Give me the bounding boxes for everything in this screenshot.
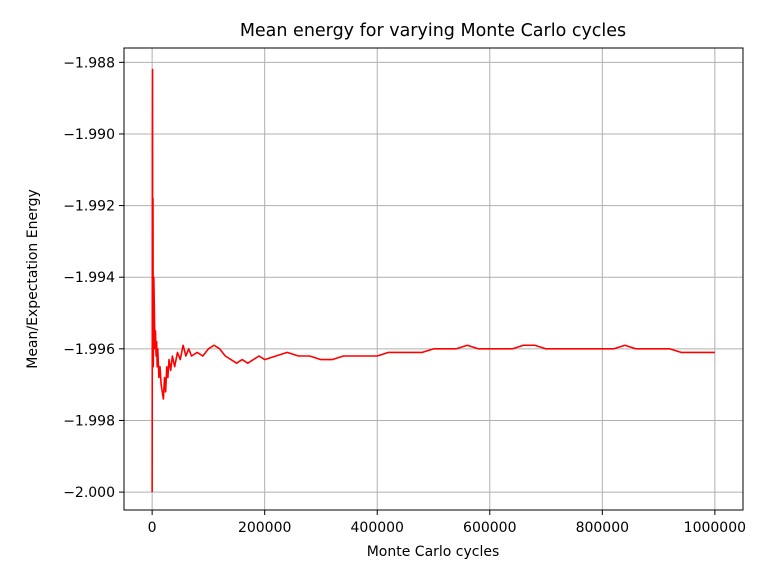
y-tick-label: −1.998: [63, 413, 115, 429]
y-tick-label: −1.990: [63, 127, 115, 143]
x-axis-ticks: 0 200000 400000 600000 800000 1000000: [148, 510, 746, 536]
y-tick-label: −1.992: [63, 199, 115, 215]
y-axis-ticks: −2.000 −1.998 −1.996 −1.994 −1.992 −1.990 −1.9…: [63, 55, 124, 501]
plot-frame: [123, 47, 744, 511]
y-tick-label: −1.994: [63, 270, 115, 286]
series-line: [151, 68, 715, 493]
chart-title: Mean energy for varying Monte Carlo cycl…: [240, 21, 626, 41]
y-axis-label: Mean/Expectation Energy: [25, 189, 41, 369]
x-tick-label: 0: [148, 520, 157, 536]
series-group: [151, 68, 715, 493]
y-tick-label: −2.000: [63, 485, 115, 501]
x-tick-label: 400000: [351, 520, 404, 536]
x-tick-label: 200000: [238, 520, 291, 536]
x-tick-label: 1000000: [684, 520, 746, 536]
x-tick-label: 600000: [463, 520, 516, 536]
y-tick-label: −1.996: [63, 342, 115, 358]
grid: [124, 48, 743, 510]
x-tick-label: 800000: [576, 520, 629, 536]
y-tick-label: −1.988: [63, 55, 115, 71]
x-axis-label: Monte Carlo cycles: [367, 544, 500, 560]
